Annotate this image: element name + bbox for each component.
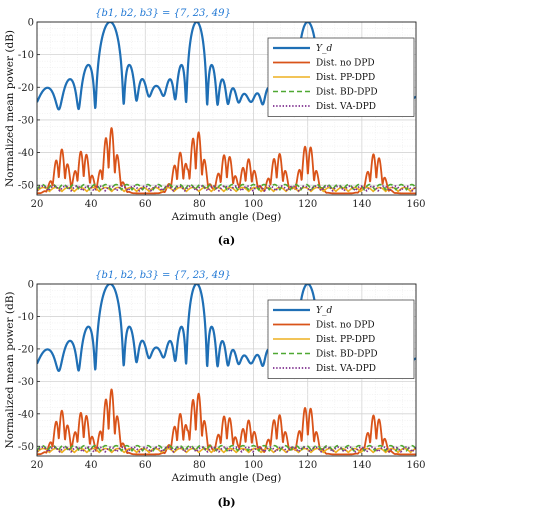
series-line-no_dpd [37,388,416,456]
legend-entry-bd_dpd: Dist. BD-DPD [316,88,378,98]
legend-entry-no_dpd: Dist. no DPD [316,321,375,331]
y-tick-label: -10 [18,50,34,61]
panel-caption: (a) [218,234,236,247]
y-tick-label: 0 [28,280,34,291]
x-axis-label: Azimuth angle (Deg) [171,472,282,484]
annotation: {b1, b2, b3} = {7, 23, 49} [95,8,231,19]
y-tick-label: -30 [18,115,34,126]
x-tick-label: 80 [193,460,206,471]
chart-panel-a: 20 40 60 80 100 120 140 160 0 -10 -20 -30 -40 -50 Azim… [4,8,426,247]
x-tick-label: 160 [406,199,425,210]
x-axis-label: Azimuth angle (Deg) [171,211,282,223]
chart-panel-b: 20 40 60 80 100 120 140 160 0 -10 -20 -30 -40 -50 Azim… [4,270,426,509]
x-tick-label: 40 [85,199,98,210]
y-tick-label: 0 [28,18,34,29]
series-line-no_dpd [37,127,416,195]
legend-entry-no_dpd: Dist. no DPD [316,59,375,69]
y-axis-label: Normalized mean power (dB) [4,30,16,187]
legend-entry-Yd: Y_d [316,44,332,54]
series-line-va_dpd [37,185,416,192]
plot-frame [36,283,417,457]
x-tick-label: 120 [298,199,317,210]
x-tick-label: 140 [352,199,371,210]
y-tick-label: -20 [18,83,34,94]
x-tick-label: 120 [298,460,317,471]
panel-caption: (b) [217,496,235,509]
y-tick-label: -50 [18,181,34,192]
y-tick-label: -20 [18,344,34,355]
x-tick-label: 100 [244,199,263,210]
legend-entry-pp_dpd: Dist. PP-DPD [316,335,375,345]
series-lines [37,22,416,195]
series-line-bd_dpd [37,183,416,191]
series-line-va_dpd [37,446,416,453]
x-tick-label: 40 [85,460,98,471]
x-tick-label: 140 [352,460,371,471]
legend-entry-va_dpd: Dist. VA-DPD [316,102,376,112]
legend-entry-Yd: Y_d [316,306,332,316]
annotation: {b1, b2, b3} = {7, 23, 49} [95,270,231,281]
x-tick-label: 160 [406,460,425,471]
plot-frame [36,21,417,196]
y-tick-label: -40 [18,148,34,159]
y-tick-label: -30 [18,377,34,388]
x-tick-label: 20 [31,460,44,471]
legend: Y_d Dist. no DPD Dist. PP-DPD Dist. BD-DPD D… [267,37,415,117]
legend-entry-bd_dpd: Dist. BD-DPD [316,350,378,360]
x-tick-label: 60 [139,199,152,210]
y-tick-label: -40 [18,409,34,420]
legend-entry-pp_dpd: Dist. PP-DPD [316,73,375,83]
x-tick-label: 20 [31,199,44,210]
y-axis-label: Normalized mean power (dB) [4,291,16,448]
legend-entry-va_dpd: Dist. VA-DPD [316,364,376,374]
x-tick-label: 100 [244,460,263,471]
y-tick-label: -50 [18,442,34,453]
series-lines [37,284,416,456]
y-tick-label: -10 [18,312,34,323]
legend: Y_d Dist. no DPD Dist. PP-DPD Dist. BD-DPD D… [267,299,415,379]
x-tick-label: 60 [139,460,152,471]
x-tick-label: 80 [193,199,206,210]
